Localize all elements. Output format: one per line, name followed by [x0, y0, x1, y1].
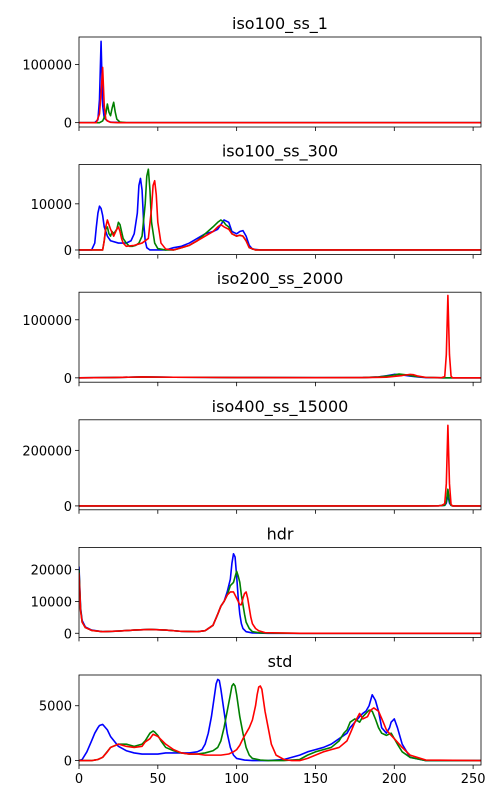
series-line	[79, 552, 481, 635]
series-line	[79, 101, 481, 124]
subplot-title: iso100_ss_1	[232, 14, 328, 34]
x-tick-label: 150	[303, 772, 328, 787]
series-group	[79, 678, 481, 762]
axes-frame	[78, 419, 482, 511]
series-line	[79, 424, 481, 507]
series-line	[79, 685, 481, 762]
series-line	[79, 66, 481, 124]
subplot-title: iso200_ss_2000	[217, 269, 344, 289]
x-tick-label: 250	[461, 772, 486, 787]
axes-frame	[78, 547, 482, 638]
x-tick-label: 0	[75, 772, 83, 787]
subplot-title: iso100_ss_300	[222, 142, 338, 162]
y-tick-label: 20000	[31, 564, 72, 579]
y-tick-label: 0	[64, 372, 72, 387]
subplot-1: iso100_ss_1 0 100000	[22, 14, 482, 132]
subplot-6: std 0 5000 0 50 100 150 200 250	[39, 652, 486, 787]
series-line	[79, 177, 481, 251]
subplot-title: hdr	[267, 524, 294, 543]
subplot-2: iso100_ss_300 0 10000	[31, 142, 482, 259]
x-tick-label: 100	[224, 772, 249, 787]
series-line	[79, 494, 481, 507]
y-tick-label: 100000	[22, 314, 72, 329]
y-tick-label: 0	[64, 627, 72, 642]
series-line	[79, 488, 481, 507]
y-tick-label: 100000	[22, 59, 72, 74]
series-line	[79, 682, 481, 762]
series-group	[79, 552, 481, 635]
axes-frame	[78, 674, 482, 766]
subplot-3: iso200_ss_2000 0 100000	[22, 269, 482, 387]
x-tick-label: 200	[382, 772, 407, 787]
y-tick-label: 0	[64, 755, 72, 770]
series-line	[79, 40, 481, 124]
axes-frame	[78, 291, 482, 383]
subplot-4: iso400_ss_15000 0 200000	[22, 397, 482, 515]
series-group	[79, 294, 481, 379]
y-tick-label: 5000	[39, 700, 72, 715]
y-tick-label: 10000	[31, 595, 72, 610]
y-tick-label: 200000	[22, 444, 72, 459]
y-tick-label: 10000	[31, 198, 72, 213]
series-line	[79, 179, 481, 251]
series-line	[79, 294, 481, 379]
series-line	[79, 678, 481, 762]
series-group	[79, 40, 481, 124]
series-line	[79, 569, 481, 635]
y-tick-label: 0	[64, 117, 72, 132]
y-tick-label: 0	[64, 500, 72, 515]
x-tick-label: 50	[150, 772, 167, 787]
axes-frame	[78, 36, 482, 128]
subplot-title: iso400_ss_15000	[212, 397, 349, 417]
series-group	[79, 424, 481, 507]
y-tick-label: 0	[64, 244, 72, 259]
subplot-title: std	[268, 652, 293, 671]
series-group	[79, 168, 481, 251]
axes-frame	[78, 164, 482, 256]
series-line	[79, 572, 481, 635]
subplot-5: hdr 0 10000 20000	[31, 524, 482, 642]
